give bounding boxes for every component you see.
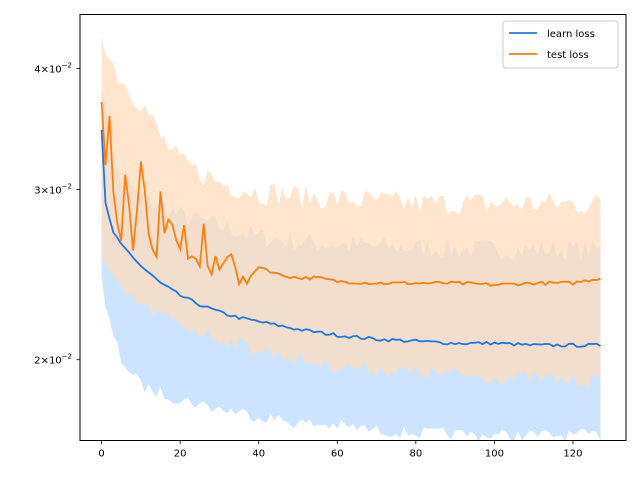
x-tick-label: 80 — [409, 449, 422, 460]
legend-label: test loss — [547, 50, 589, 61]
line-test-loss — [100, 101, 601, 287]
x-tick-label: 40 — [252, 449, 265, 460]
legend: learn loss test loss — [502, 20, 619, 69]
x-axis: 0 20 40 60 80 100 120 — [98, 440, 583, 460]
line-learn-loss — [100, 129, 601, 348]
x-tick-label: 20 — [174, 449, 187, 460]
y-tick-label: 4×10−2 — [34, 62, 72, 76]
band-test-loss — [101, 36, 601, 388]
x-tick-label: 100 — [485, 449, 504, 460]
x-tick-label: 120 — [563, 449, 582, 460]
y-axis: 4×10−2 3×10−2 2×10−2 — [34, 62, 80, 367]
legend-label: learn loss — [547, 29, 595, 40]
y-tick-label: 3×10−2 — [34, 182, 72, 196]
x-tick-label: 0 — [98, 449, 104, 460]
x-tick-label: 60 — [331, 449, 344, 460]
plot-frame — [79, 14, 627, 441]
y-tick-label: 2×10−2 — [34, 353, 72, 367]
confidence-bands — [101, 36, 601, 442]
series-lines — [100, 101, 601, 348]
